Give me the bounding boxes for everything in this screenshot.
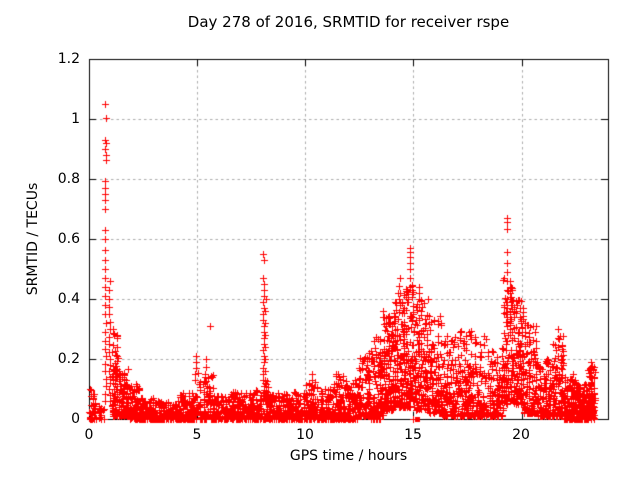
y-tick-label: 1.2	[57, 51, 80, 67]
chart-title: Day 278 of 2016, SRMTID for receiver rsp…	[187, 13, 510, 31]
y-tick-label: 0.4	[57, 291, 80, 307]
x-tick-label: 0	[84, 427, 94, 443]
x-tick-label: 10	[296, 427, 314, 443]
y-tick-label: 0.6	[57, 231, 80, 247]
x-tick-label: 20	[512, 427, 530, 443]
y-tick-label: 0.8	[57, 171, 80, 187]
x-axis-label: GPS time / hours	[289, 448, 408, 464]
y-tick-label: 0	[71, 411, 80, 427]
x-tick-label: 15	[404, 427, 422, 443]
x-tick-label: 5	[192, 427, 202, 443]
y-tick-label: 0.2	[57, 351, 80, 367]
y-tick-label: 1	[71, 111, 80, 127]
